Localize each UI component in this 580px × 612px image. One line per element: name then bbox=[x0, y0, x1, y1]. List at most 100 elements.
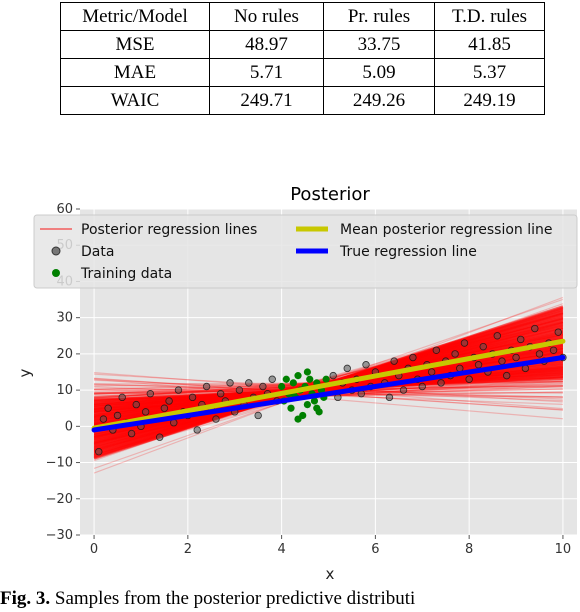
data-point bbox=[479, 342, 487, 351]
x-tick-label: 4 bbox=[277, 542, 285, 557]
data-point bbox=[554, 328, 562, 336]
table-cell: 48.97 bbox=[209, 30, 324, 59]
training-point bbox=[287, 404, 295, 412]
data-point bbox=[474, 361, 483, 369]
metrics-table: Metric/Model No rules Pr. rules T.D. rul… bbox=[60, 2, 545, 115]
y-tick-label: −10 bbox=[46, 456, 73, 471]
legend-label: Data bbox=[81, 244, 114, 260]
data-point bbox=[399, 386, 408, 394]
caption-label: Fig. 3. bbox=[0, 588, 51, 609]
training-point bbox=[306, 375, 314, 383]
legend-label: Posterior regression lines bbox=[81, 222, 257, 238]
data-point bbox=[259, 382, 267, 391]
training-point bbox=[278, 382, 286, 391]
data-point bbox=[95, 447, 103, 456]
data-point bbox=[493, 332, 501, 340]
data-point bbox=[104, 404, 112, 412]
data-point bbox=[502, 371, 511, 380]
posterior-line bbox=[94, 388, 563, 394]
data-point bbox=[432, 346, 441, 354]
x-axis-label: x bbox=[326, 565, 335, 583]
y-tick-label: −20 bbox=[46, 492, 73, 507]
table-cell: 5.71 bbox=[209, 58, 324, 87]
data-point bbox=[362, 361, 370, 369]
x-tick-label: 2 bbox=[184, 542, 192, 557]
table-row: WAIC 249.71 249.26 249.19 bbox=[60, 86, 545, 115]
training-point bbox=[303, 368, 312, 376]
data-point bbox=[235, 386, 244, 394]
data-point bbox=[385, 393, 394, 402]
posterior-line bbox=[94, 372, 563, 410]
data-point bbox=[343, 364, 351, 373]
legend-label: True regression line bbox=[339, 244, 477, 260]
data-point bbox=[254, 411, 262, 420]
table-header-cell: T.D. rules bbox=[434, 2, 545, 31]
legend-label: Mean posterior regression line bbox=[340, 222, 553, 238]
training-point bbox=[294, 372, 302, 380]
y-tick-label: 30 bbox=[56, 311, 73, 326]
data-point bbox=[127, 429, 136, 438]
data-point bbox=[174, 386, 183, 394]
data-point bbox=[451, 350, 459, 358]
data-point bbox=[498, 357, 506, 365]
data-point bbox=[156, 433, 164, 441]
data-point bbox=[165, 397, 173, 405]
table-cell: MAE bbox=[60, 58, 210, 87]
table-cell: 33.75 bbox=[323, 30, 435, 59]
table-cell: WAIC bbox=[60, 86, 210, 115]
legend: Posterior regression lines Mean posterio… bbox=[33, 214, 578, 289]
data-point bbox=[99, 415, 108, 423]
data-point bbox=[535, 350, 544, 358]
table-cell: 41.85 bbox=[434, 30, 545, 59]
training-point bbox=[303, 401, 312, 409]
mean-posterior-regression-line bbox=[91, 338, 566, 431]
caption-text: Samples from the posterior predictive di… bbox=[54, 588, 416, 609]
data-point bbox=[202, 382, 211, 391]
x-tick-label: 0 bbox=[90, 542, 98, 557]
training-point bbox=[313, 404, 321, 412]
data-point bbox=[226, 379, 234, 387]
data-point bbox=[418, 382, 426, 391]
x-tick-label: 8 bbox=[465, 542, 473, 557]
y-tick-label: 60 bbox=[56, 202, 73, 217]
legend-label: Training data bbox=[80, 266, 172, 282]
data-point bbox=[437, 379, 445, 387]
data-point bbox=[549, 346, 558, 354]
table-cell: MSE bbox=[60, 30, 210, 59]
data-point bbox=[329, 371, 337, 380]
y-tick-label: 10 bbox=[56, 383, 73, 398]
table-cell: 5.37 bbox=[434, 58, 545, 87]
table-header-row: Metric/Model No rules Pr. rules T.D. rul… bbox=[60, 2, 545, 31]
data-point bbox=[141, 408, 150, 416]
data-point bbox=[188, 393, 197, 402]
table-row: MAE 5.71 5.09 5.37 bbox=[60, 58, 545, 87]
legend-swatch-data bbox=[51, 246, 61, 256]
training-point bbox=[322, 375, 330, 383]
data-point bbox=[460, 339, 469, 347]
figure-caption: Fig. 3. Samples from the posterior predi… bbox=[0, 588, 415, 610]
y-axis-label: y bbox=[16, 368, 34, 377]
data-point bbox=[118, 393, 126, 402]
x-tick-label: 10 bbox=[555, 542, 572, 557]
table-cell: 5.09 bbox=[323, 58, 435, 87]
training-point bbox=[310, 397, 319, 405]
data-point bbox=[216, 390, 225, 398]
y-tick-label: 0 bbox=[65, 419, 73, 434]
training-point bbox=[282, 375, 290, 383]
training-point bbox=[289, 379, 297, 387]
posterior-plot: Posterior 0246810−30−20−100102030405060 … bbox=[16, 184, 578, 583]
data-point bbox=[212, 415, 220, 423]
training-point bbox=[294, 415, 302, 423]
data-point bbox=[531, 324, 539, 333]
table-cell: 249.26 bbox=[323, 86, 435, 115]
table-row: MSE 48.97 33.75 41.85 bbox=[60, 30, 545, 59]
data-point bbox=[427, 368, 436, 376]
table-cell: 249.19 bbox=[434, 86, 545, 115]
table-header-cell: No rules bbox=[209, 2, 324, 31]
plot-title: Posterior bbox=[290, 184, 370, 205]
data-point bbox=[465, 375, 473, 383]
data-point bbox=[132, 400, 140, 409]
table-header-cell: Pr. rules bbox=[323, 2, 435, 31]
legend-swatch-training bbox=[52, 269, 60, 277]
data-point bbox=[160, 404, 169, 412]
